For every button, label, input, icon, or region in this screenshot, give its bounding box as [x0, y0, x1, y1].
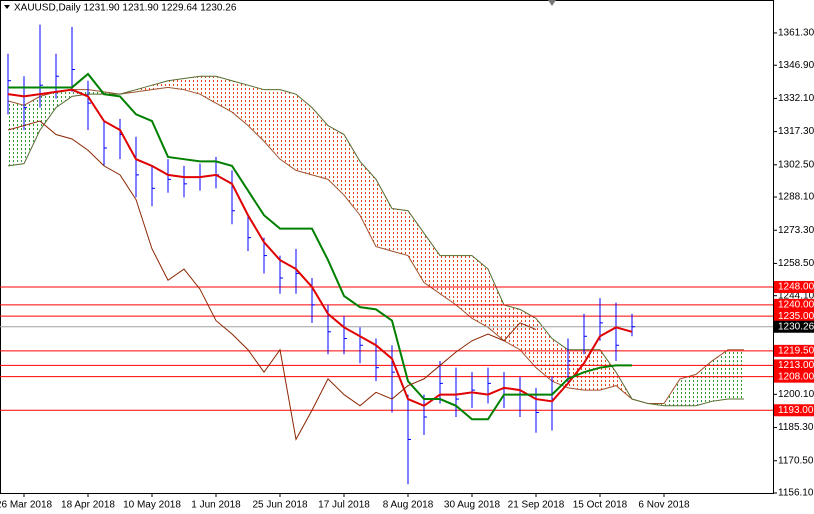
- y-tick-label: 1258.50: [778, 258, 814, 269]
- x-tick-label: 25 Jun 2018: [252, 500, 307, 511]
- cloud-segment: [24, 96, 40, 164]
- y-tick-label: 1170.50: [778, 455, 814, 466]
- x-tick-label: 18 Apr 2018: [61, 500, 115, 511]
- cloud-segment: [152, 80, 168, 90]
- y-tick-label: 1361.30: [778, 28, 814, 39]
- level-label: 1240.00: [778, 300, 814, 311]
- last-price-tag: [774, 320, 814, 333]
- indicator-line: [7, 75, 744, 407]
- x-tick-label: 10 May 2018: [123, 500, 181, 511]
- level-tag: [774, 310, 814, 323]
- cloud-segment: [200, 76, 216, 104]
- shift-marker: [548, 0, 556, 6]
- cloud-segment: [376, 179, 392, 252]
- cloud-segment: [424, 233, 440, 294]
- cloud-segment: [88, 89, 104, 95]
- x-tick-label: 30 Aug 2018: [444, 500, 501, 511]
- y-tick-label: 1185.30: [778, 422, 814, 433]
- cloud-segment: [520, 309, 536, 368]
- cloud-segment: [408, 210, 424, 283]
- y-tick-label: 1302.50: [778, 159, 814, 170]
- x-tick-label: 17 Jul 2018: [318, 500, 370, 511]
- x-tick-label: 26 Mar 2018: [0, 500, 53, 511]
- cloud-segment: [168, 78, 184, 90]
- cloud-segment: [568, 349, 584, 391]
- level-tag: [774, 404, 814, 417]
- indicator-line: [7, 120, 537, 441]
- level-tag: [774, 344, 814, 357]
- y-tick-label: 1156.10: [778, 488, 814, 499]
- level-tag: [774, 370, 814, 383]
- cloud-segment: [216, 76, 232, 113]
- level-label: 1248.00: [778, 282, 814, 293]
- cloud-segment: [232, 80, 248, 126]
- level-label: 1219.50: [778, 346, 814, 357]
- cloud-segment: [296, 94, 312, 175]
- cloud-segment: [184, 76, 200, 95]
- cloud-segment: [360, 161, 376, 247]
- x-tick-label: 6 Nov 2018: [638, 500, 690, 511]
- cloud-segment: [712, 349, 728, 402]
- chart-title: XAUUSD,Daily 1231.90 1231.90 1229.64 123…: [14, 3, 237, 14]
- cloud-segment: [40, 91, 56, 131]
- cloud-segment: [392, 208, 408, 256]
- y-tick-label: 1332.10: [778, 93, 814, 104]
- cloud-segment: [600, 349, 616, 391]
- level-tag: [774, 359, 814, 372]
- y-tick-label: 1200.10: [778, 389, 814, 400]
- y-tick-label: 1288.10: [778, 192, 814, 203]
- x-tick-label: 15 Oct 2018: [573, 500, 628, 511]
- cloud-segment: [248, 85, 264, 142]
- cloud-segment: [264, 89, 280, 160]
- cloud-segment: [472, 255, 488, 328]
- level-tag: [774, 280, 814, 293]
- cloud-segment: [280, 89, 296, 171]
- x-tick-label: 8 Aug 2018: [383, 500, 434, 511]
- cloud-segment: [56, 89, 72, 108]
- x-tick-label: 1 Jun 2018: [191, 500, 241, 511]
- y-tick-label: 1244.10: [778, 290, 814, 301]
- y-tick-label: 1346.90: [778, 60, 814, 71]
- level-tag: [774, 298, 814, 311]
- level-label: 1213.00: [778, 360, 814, 371]
- x-tick-label: 21 Sep 2018: [508, 500, 565, 511]
- level-label: 1235.00: [778, 311, 814, 322]
- cloud-segment: [728, 349, 744, 400]
- cloud-segment: [680, 374, 696, 406]
- y-tick-label: 1273.30: [778, 225, 814, 236]
- level-label: 1193.00: [778, 405, 814, 416]
- level-label: 1208.00: [778, 371, 814, 382]
- last-price-label: 1230.26: [778, 321, 814, 332]
- indicator-line: [7, 86, 744, 405]
- cloud-segment: [312, 107, 328, 180]
- y-tick-label: 1317.30: [778, 126, 814, 137]
- cloud-segment: [8, 100, 24, 166]
- cloud-segment: [696, 360, 712, 406]
- menu-arrow: [4, 5, 10, 9]
- indicator-line: [8, 72, 632, 421]
- cloud-segment: [440, 255, 456, 305]
- cloud-segment: [328, 125, 344, 196]
